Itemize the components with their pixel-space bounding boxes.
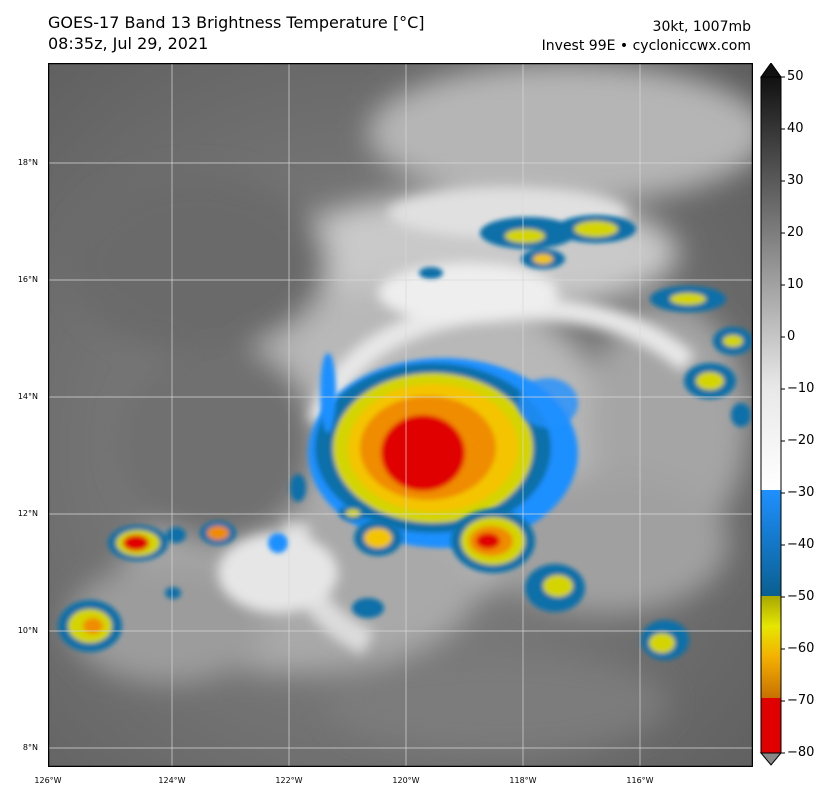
latitude-label: 14°N — [17, 392, 38, 401]
colorbar-ticks — [781, 76, 785, 754]
convection-far-se — [641, 620, 689, 660]
title-line-1: GOES-17 Band 13 Brightness Temperature [… — [48, 13, 425, 32]
scattered-cells — [165, 353, 578, 618]
latitude-label: 12°N — [17, 509, 38, 518]
colorbar-grey-segment — [761, 77, 781, 490]
colorbar-tick-label: 30 — [787, 173, 804, 188]
colorbar-tick-label: 10 — [787, 277, 804, 292]
longitude-label: 126°W — [34, 776, 62, 785]
latitude-label: 16°N — [17, 275, 38, 284]
chart-title: GOES-17 Band 13 Brightness Temperature [… — [48, 12, 425, 54]
longitude-label: 120°W — [392, 776, 420, 785]
colorbar-bottom-arrow — [759, 752, 783, 766]
longitude-label: 122°W — [275, 776, 303, 785]
colorbar-warm-segment — [761, 596, 781, 698]
colorbar-tick-label: −10 — [787, 381, 815, 396]
colorbar-blue-segment — [761, 490, 781, 596]
convection-sw — [58, 600, 122, 652]
storm-info: 30kt, 1007mb Invest 99E • cycloniccwx.co… — [542, 18, 751, 56]
colorbar-tick-label: 20 — [787, 225, 804, 240]
longitude-label: 116°W — [626, 776, 654, 785]
convection-main — [308, 358, 578, 548]
convection-w — [108, 521, 236, 561]
map-gridlines — [48, 63, 753, 767]
latitude-label: 18°N — [17, 158, 38, 167]
convection-ne — [419, 215, 726, 312]
colorbar-red-segment — [761, 698, 781, 753]
longitude-label: 118°W — [509, 776, 537, 785]
convection-s — [525, 564, 585, 612]
colorbar-tick-label: −80 — [787, 745, 815, 760]
latitude-label: 8°N — [22, 743, 38, 752]
info-line-1: 30kt, 1007mb — [652, 19, 751, 35]
colorbar-tick-label: −30 — [787, 485, 815, 500]
convection-se — [451, 509, 535, 573]
satellite-map[interactable] — [48, 63, 753, 767]
info-line-2: Invest 99E • cycloniccwx.com — [541, 38, 751, 54]
title-line-2: 08:35z, Jul 29, 2021 — [48, 34, 209, 53]
longitude-label: 124°W — [158, 776, 186, 785]
colorbar-tick-label: −40 — [787, 537, 815, 552]
colorbar — [759, 63, 785, 766]
colorbar-top-arrow — [760, 63, 782, 78]
convection-e — [684, 327, 753, 427]
latitude-label: 10°N — [17, 626, 38, 635]
map-frame — [48, 63, 753, 767]
satellite-image — [48, 63, 753, 767]
colorbar-tick-label: −20 — [787, 433, 815, 448]
colorbar-tick-label: 0 — [787, 329, 796, 344]
colorbar-frame — [760, 76, 782, 754]
colorbar-tick-label: −50 — [787, 589, 815, 604]
colorbar-tick-label: 40 — [787, 121, 804, 136]
colorbar-tick-label: −60 — [787, 641, 815, 656]
colorbar-tick-label: −70 — [787, 693, 815, 708]
colorbar-tick-label: 50 — [787, 69, 804, 84]
